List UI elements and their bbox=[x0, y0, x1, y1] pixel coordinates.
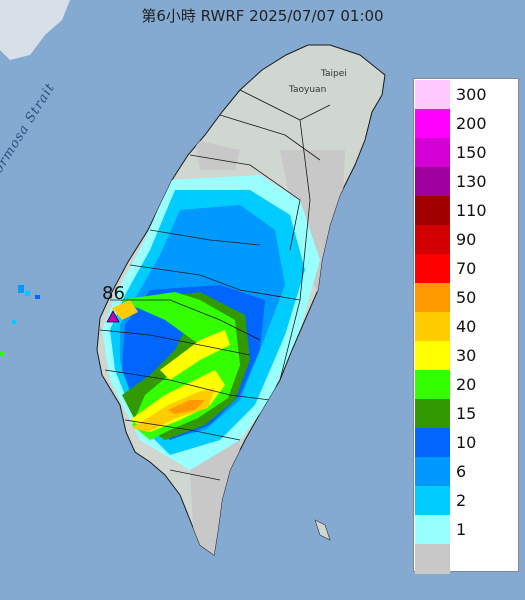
legend-label: 2 bbox=[456, 491, 467, 510]
legend-swatch bbox=[415, 515, 450, 545]
legend-label: 110 bbox=[456, 201, 487, 220]
city-label-taoyuan: Taoyuan bbox=[289, 85, 327, 95]
no-rain-area-central bbox=[195, 140, 240, 170]
legend-swatch bbox=[415, 109, 450, 139]
legend-swatch bbox=[415, 312, 450, 342]
legend-swatch bbox=[415, 428, 450, 458]
mainland-coast bbox=[0, 0, 70, 60]
rain-30mm-west bbox=[112, 300, 138, 320]
legend-swatch bbox=[415, 196, 450, 226]
legend-label: 300 bbox=[456, 85, 487, 104]
legend-label: 30 bbox=[456, 346, 477, 365]
color-legend: 300 200 150 130 110 90 70 50 40 30 20 15 10 6 2 1 bbox=[413, 78, 519, 574]
legend-label: 20 bbox=[456, 375, 477, 394]
legend-label: 15 bbox=[456, 404, 477, 423]
legend-label: 130 bbox=[456, 172, 487, 191]
legend-swatch bbox=[415, 254, 450, 284]
legend-swatch bbox=[415, 225, 450, 255]
rain-speck bbox=[12, 320, 16, 324]
city-label-taipei: Taipei bbox=[321, 69, 347, 79]
legend-swatch bbox=[415, 370, 450, 400]
legend-label: 1 bbox=[456, 520, 467, 539]
rainfall-overlay bbox=[102, 140, 345, 555]
legend-label: 6 bbox=[456, 462, 467, 481]
legend-swatch bbox=[415, 486, 450, 516]
legend-swatch bbox=[415, 341, 450, 371]
page-title: 第6小時 RWRF 2025/07/07 01:00 bbox=[141, 7, 384, 25]
triangle-marker-icon bbox=[106, 310, 120, 323]
legend-swatch bbox=[415, 80, 450, 110]
legend-swatch bbox=[415, 138, 450, 168]
legend-swatch bbox=[415, 457, 450, 487]
islet bbox=[314, 519, 331, 541]
legend-label: 70 bbox=[456, 259, 477, 278]
rain-speck bbox=[18, 285, 24, 293]
legend-label: 10 bbox=[456, 433, 477, 452]
legend-label: 200 bbox=[456, 114, 487, 133]
rain-30mm-streak bbox=[160, 330, 230, 380]
legend-swatch bbox=[415, 544, 450, 574]
legend-swatch bbox=[415, 399, 450, 429]
legend-swatch bbox=[415, 167, 450, 197]
rain-50mm bbox=[168, 400, 205, 414]
legend-label: 150 bbox=[456, 143, 487, 162]
legend-label: 40 bbox=[456, 317, 477, 336]
legend-label: 90 bbox=[456, 230, 477, 249]
rain-speck bbox=[0, 352, 4, 356]
rain-speck bbox=[25, 291, 30, 296]
max-rainfall-value: 86 bbox=[102, 283, 125, 304]
rain-speck bbox=[35, 295, 40, 299]
legend-label: 50 bbox=[456, 288, 477, 307]
legend-swatch bbox=[415, 283, 450, 313]
